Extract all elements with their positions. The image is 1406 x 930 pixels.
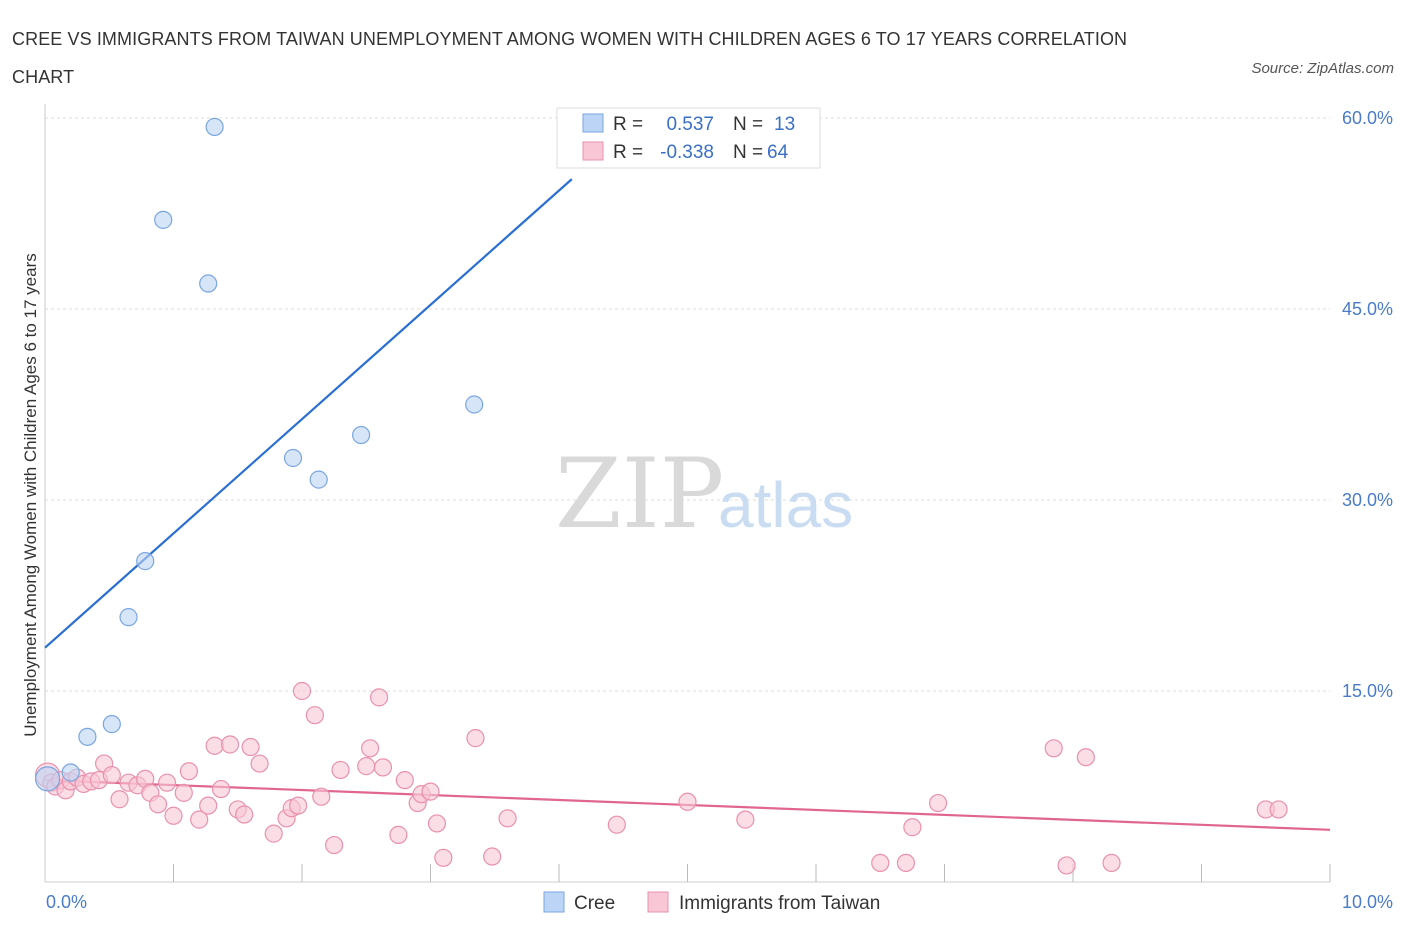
axes: 15.0% 30.0% 45.0% 60.0% 0.0% 10.0% <box>44 104 1393 912</box>
legend-box: R = 0.537 N = 13 R = -0.338 N = 64 <box>556 107 821 169</box>
taiwan-point <box>498 809 517 828</box>
taiwan-point <box>483 847 502 866</box>
cree-point <box>119 608 138 627</box>
legend-cree-r-value: 0.537 <box>666 114 714 135</box>
taiwan-point <box>148 795 168 814</box>
bottom-legend: Cree Immigrants from Taiwan <box>543 891 880 914</box>
cree-point <box>283 448 303 468</box>
bottom-legend-taiwan-label: Immigrants from Taiwan <box>679 893 880 914</box>
cree-point <box>352 425 371 445</box>
cree-point <box>154 210 173 229</box>
taiwan-point <box>205 736 224 755</box>
taiwan-point <box>607 815 626 834</box>
legend-taiwan-r-value: -0.338 <box>660 142 714 163</box>
taiwan-point <box>357 757 376 776</box>
cree-point <box>61 763 80 782</box>
taiwan-point <box>678 792 697 811</box>
taiwan-point <box>361 739 380 758</box>
taiwan-point <box>434 848 453 867</box>
data-points <box>34 117 1288 875</box>
x-tick-label: 10.0% <box>1342 892 1393 912</box>
taiwan-point <box>928 793 948 813</box>
taiwan-point <box>736 810 755 829</box>
taiwan-point <box>199 796 218 815</box>
legend-cree-n-label: N = <box>733 114 763 135</box>
taiwan-point <box>110 790 129 809</box>
taiwan-point <box>896 853 916 873</box>
cree-point <box>199 274 218 293</box>
legend-cree-n-value: 13 <box>774 114 795 135</box>
watermark-zip: ZIP <box>555 438 724 550</box>
taiwan-point <box>325 835 344 855</box>
watermark-atlas: atlas <box>718 469 853 541</box>
taiwan-point <box>211 779 231 799</box>
cree-point <box>136 552 155 571</box>
legend-taiwan-n-label: N = <box>733 142 763 163</box>
taiwan-point <box>305 706 324 725</box>
taiwan-point <box>427 814 447 833</box>
taiwan-point <box>871 853 890 873</box>
y-tick-label: 45.0% <box>1342 299 1393 319</box>
y-tick-label: 15.0% <box>1342 681 1393 701</box>
taiwan-point <box>241 737 260 757</box>
legend-taiwan-n-value: 64 <box>767 142 789 163</box>
taiwan-point <box>1102 853 1121 873</box>
bottom-legend-cree-label: Cree <box>574 893 615 914</box>
chart-title: CREE VS IMMIGRANTS FROM TAIWAN UNEMPLOYM… <box>12 29 1128 87</box>
bottom-legend-taiwan-swatch <box>647 891 669 913</box>
taiwan-point <box>312 787 331 806</box>
taiwan-point <box>389 825 408 844</box>
taiwan-point <box>370 688 389 707</box>
taiwan-point <box>102 765 121 785</box>
cree-trend-line <box>44 178 573 649</box>
taiwan-point <box>250 754 269 773</box>
cree-point <box>34 766 61 792</box>
taiwan-point <box>421 782 440 801</box>
grid-lines <box>45 117 1330 692</box>
taiwan-point <box>179 762 199 781</box>
x-tick-label: 0.0% <box>46 892 87 912</box>
taiwan-point <box>235 805 254 824</box>
cree-point <box>465 395 484 414</box>
bottom-legend-cree-swatch <box>543 891 565 913</box>
legend-taiwan-r-label: R = <box>613 142 643 163</box>
cree-point <box>78 727 97 746</box>
taiwan-point <box>264 824 283 843</box>
y-tick-label: 60.0% <box>1342 108 1393 128</box>
taiwan-point <box>395 771 414 790</box>
taiwan-point <box>190 810 209 829</box>
taiwan-point <box>1044 739 1063 758</box>
taiwan-point <box>903 818 922 837</box>
taiwan-point <box>331 760 350 780</box>
taiwan-point <box>289 796 308 815</box>
taiwan-point <box>157 773 177 792</box>
taiwan-point <box>1076 748 1095 767</box>
y-axis-label: Unemployment Among Women with Children A… <box>21 253 40 737</box>
legend-taiwan-swatch <box>582 141 604 161</box>
legend-cree-swatch <box>582 113 604 133</box>
cree-point <box>205 117 224 137</box>
legend-cree-r-label: R = <box>613 114 643 135</box>
taiwan-point <box>466 729 485 748</box>
taiwan-point <box>220 735 240 754</box>
source-label: Source: ZipAtlas.com <box>1251 60 1394 77</box>
taiwan-point <box>373 758 393 777</box>
watermark: ZIP atlas <box>555 438 853 550</box>
y-tick-label: 30.0% <box>1342 490 1393 510</box>
cree-point <box>309 470 328 489</box>
cree-point <box>102 715 121 734</box>
taiwan-point <box>1269 800 1288 819</box>
taiwan-point <box>292 681 312 701</box>
taiwan-point <box>1057 856 1076 875</box>
taiwan-point <box>174 783 193 802</box>
taiwan-point <box>164 806 183 825</box>
